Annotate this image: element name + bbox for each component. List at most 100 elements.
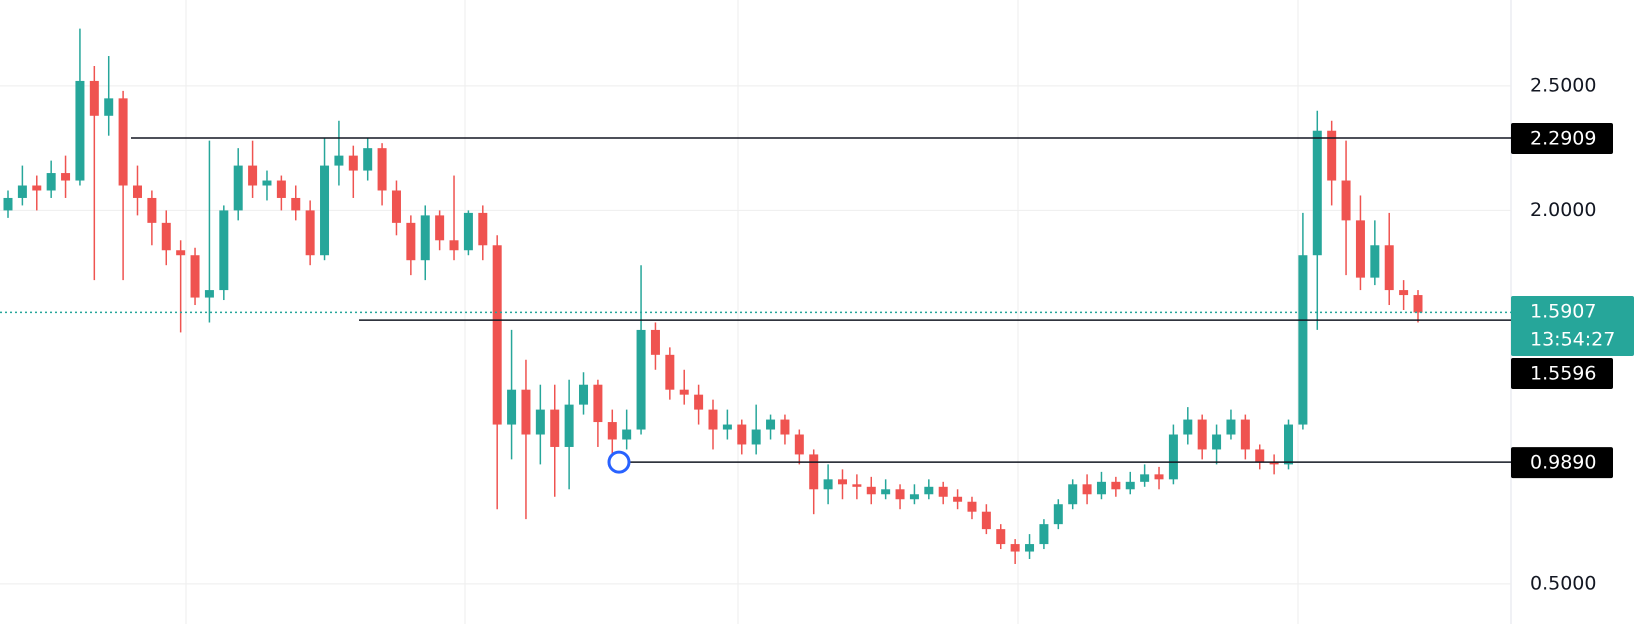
candle-body [521,389,531,435]
candle-body [463,212,473,251]
candle-body [1284,424,1294,465]
candle-body [291,197,301,211]
candle-body [334,155,344,166]
candle-body [1039,524,1049,545]
candle-body [981,511,991,530]
candle-body [694,394,704,410]
candle-body [708,409,718,430]
candle-body [348,155,358,171]
y-tick-label: 0.5000 [1530,572,1596,594]
candle-body [766,419,776,430]
candle-body [61,173,71,181]
marker-circle [607,450,631,474]
candle-body [1255,449,1265,462]
level-label: 1.5596 [1530,363,1596,385]
candle-body [607,422,617,440]
candle-body [190,255,200,298]
candle-body [3,197,13,211]
candle-body [1140,474,1150,482]
candle-body [953,496,963,502]
candle-body [722,424,732,430]
candle-body [1168,434,1178,480]
candle-body [478,212,488,246]
candle-body [1384,245,1394,291]
candle-body [1341,180,1351,221]
candle-body [391,190,401,223]
candle-body [837,479,847,485]
candle-body [1068,484,1078,505]
candle-body [938,486,948,497]
candle-body [852,484,862,487]
candle-body [895,489,905,500]
candle-body [435,215,445,241]
candle-body [1355,220,1365,278]
candle-body [204,290,214,298]
candle-body [809,454,819,490]
candle-body [593,384,603,423]
candle-body [1370,245,1380,278]
candle-body [622,429,632,440]
level-tag [1511,122,1613,154]
candle-body [1197,419,1207,450]
candle-body [535,409,545,435]
price-tag [1511,296,1634,356]
candle-body [449,240,459,251]
candle-body [104,98,114,116]
candle-body [276,180,286,198]
candle-body [75,80,85,181]
candle-body [909,494,919,500]
candle-body [866,486,876,495]
candle-body [1010,544,1020,552]
candle-body [320,165,330,256]
candle-body [1096,481,1106,495]
candle-body [1327,130,1337,181]
candle-body [996,529,1006,545]
candle-body [262,180,272,186]
candle-body [1226,419,1236,435]
candle-body [1269,461,1279,465]
candle-body [233,165,243,211]
candle-body [550,409,560,447]
candle-body [1298,255,1308,425]
candle-body [1240,419,1250,450]
candle-body [32,185,42,191]
candle-body [1125,481,1135,490]
candle-body [751,429,761,445]
level-label: 2.2909 [1530,127,1596,149]
candle-body [363,148,373,171]
candle-body [1082,484,1092,495]
candle-body [1312,130,1322,256]
candle-body [823,479,833,490]
candle-body [219,210,229,291]
candle-body [924,486,934,495]
candle-body [1212,434,1222,450]
candle-body [17,185,27,198]
candle-body [665,354,675,390]
candle-body [737,424,747,445]
candle-body [492,245,502,425]
candle-body [650,329,660,355]
candle-body [507,389,517,425]
candle-body [406,222,416,261]
y-tick-label: 2.0000 [1530,199,1596,221]
candle-body [564,404,574,447]
candle-body [147,197,157,223]
candle-body [780,419,790,435]
candle-body [161,222,171,251]
candle-body [1399,290,1409,296]
candle-body [305,210,315,256]
candle-body [1111,481,1121,490]
candle-body [1183,419,1193,435]
candle-body [176,250,186,256]
candle-body [636,329,646,430]
candle-body [1053,504,1063,525]
countdown-label: 13:54:27 [1530,329,1615,351]
candle-body [881,489,891,495]
candle-body [89,80,99,116]
candle-body [132,185,142,198]
candle-body [967,501,977,512]
candle-body [1154,474,1164,480]
candle-body [248,165,258,186]
candle-body [46,173,56,191]
